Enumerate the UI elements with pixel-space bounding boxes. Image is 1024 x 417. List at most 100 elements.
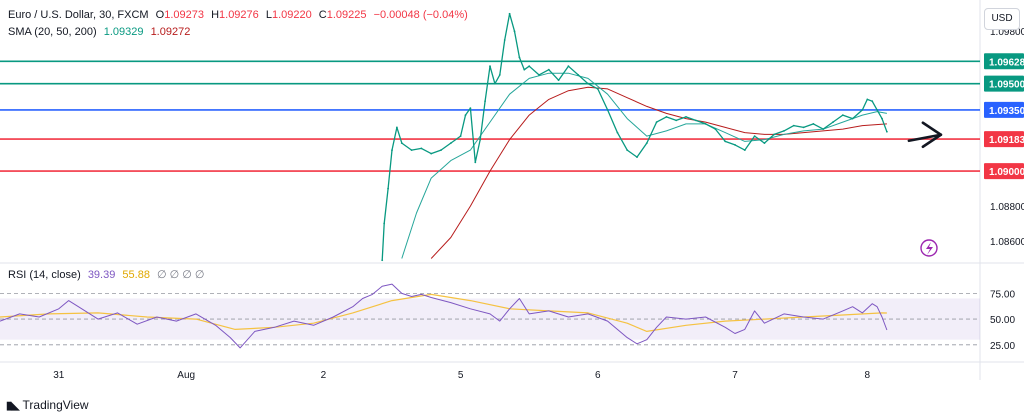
- price-point-33: [606, 108, 609, 111]
- price-point-3: [391, 149, 393, 152]
- lightning-icon[interactable]: [920, 239, 938, 257]
- price-point-35: [626, 149, 629, 152]
- price-point-39: [665, 115, 668, 118]
- sma-slow-value: 1.09272: [150, 26, 191, 38]
- level-label-bg-4: [984, 163, 1024, 180]
- price-point-36: [636, 156, 638, 159]
- price-point-21: [508, 12, 511, 15]
- high-value: 1.09276: [219, 9, 259, 21]
- lightning-bolt: [926, 242, 933, 255]
- price-point-15: [479, 138, 482, 141]
- price-point-1: [383, 222, 386, 225]
- price-point-43: [704, 122, 707, 125]
- close-label: C: [318, 9, 327, 21]
- price-point-47: [743, 149, 746, 152]
- ohlc-legend: Euro / U.S. Dollar, 30, FXCM O1.09273 H1…: [8, 9, 472, 21]
- price-point-28: [557, 79, 560, 82]
- price-point-40: [675, 119, 678, 122]
- price-point-61: [871, 100, 874, 103]
- level-label-bg-2: [984, 101, 1024, 118]
- price-point-25: [528, 65, 531, 68]
- price-point-30: [577, 74, 580, 76]
- lightning-circle: [920, 239, 938, 257]
- price-point-62: [876, 108, 878, 111]
- currency-button[interactable]: USD: [984, 8, 1020, 30]
- price-point-7: [420, 147, 423, 150]
- sma-label[interactable]: SMA (20, 50, 200): [8, 26, 97, 38]
- price-point-11: [459, 135, 462, 138]
- sma-fast-value: 1.09329: [103, 26, 144, 38]
- time-tick-4: 6: [595, 370, 601, 381]
- price-point-12: [464, 114, 467, 117]
- rsi-label[interactable]: RSI (14, close): [8, 269, 81, 281]
- open-value: 1.09273: [164, 9, 204, 21]
- price-point-4: [396, 126, 398, 129]
- price-point-38: [655, 121, 658, 124]
- rsi-tick-0: 75.00: [990, 289, 1015, 300]
- sma-legend: SMA (20, 50, 200) 1.09329 1.09272: [8, 26, 194, 38]
- level-label-1: 1.09500: [989, 80, 1024, 91]
- level-label-bg-1: [984, 75, 1024, 92]
- price-tick-2: 1.08600: [990, 237, 1024, 248]
- tradingview-brand[interactable]: ▮◣ TradingView: [6, 398, 89, 412]
- price-point-55: [822, 128, 825, 131]
- price-point-18: [494, 82, 496, 85]
- time-tick-3: 5: [458, 370, 464, 381]
- price-line: [381, 13, 888, 261]
- time-tick-0: 31: [53, 370, 65, 381]
- rsi-tick-1: 50.00: [990, 315, 1015, 326]
- rsi-value: 39.39: [87, 269, 116, 281]
- price-point-5: [400, 142, 403, 145]
- price-point-51: [783, 129, 785, 132]
- rsi-legend: RSI (14, close) 39.39 55.88 ∅ ∅ ∅ ∅: [8, 268, 209, 281]
- price-point-9: [440, 149, 442, 152]
- sma-fast-line: [401, 72, 887, 259]
- time-tick-6: 8: [865, 370, 871, 381]
- change-value: −0.00048 (−0.04%): [373, 9, 468, 21]
- price-point-10: [449, 142, 452, 145]
- price-axis[interactable]: 1.09800 1.08800 1.08600 1.09628 1.09500 1.093…: [984, 27, 1024, 248]
- time-tick-5: 7: [732, 370, 738, 381]
- price-point-63: [881, 117, 883, 120]
- price-point-32: [596, 88, 599, 90]
- level-label-bg-3: [984, 131, 1024, 148]
- rsi-ma-value: 55.88: [122, 269, 150, 281]
- time-tick-1: Aug: [177, 370, 195, 381]
- time-axis[interactable]: 31 Aug 2 5 6 7 8: [53, 370, 870, 381]
- arrow-shaft: [907, 133, 943, 143]
- price-point-0: [381, 259, 384, 262]
- price-point-27: [547, 68, 550, 71]
- price-point-64: [886, 130, 888, 133]
- rsi-ma-line: [0, 293, 887, 332]
- high-label: H: [211, 9, 220, 21]
- rsi-extra-values: ∅ ∅ ∅ ∅: [157, 269, 205, 281]
- symbol-title[interactable]: Euro / U.S. Dollar, 30, FXCM: [8, 9, 149, 21]
- price-point-19: [498, 74, 501, 76]
- low-value: 1.09220: [271, 9, 312, 21]
- price-point-58: [851, 117, 854, 120]
- price-point-42: [694, 119, 697, 122]
- price-point-20: [503, 39, 506, 41]
- price-point-44: [714, 128, 717, 131]
- level-label-2: 1.09350: [989, 106, 1024, 117]
- price-point-2: [387, 187, 389, 190]
- price-point-52: [792, 124, 795, 127]
- price-series: [381, 12, 888, 262]
- price-point-49: [763, 142, 766, 145]
- price-point-34: [616, 131, 619, 134]
- tradingview-logo-icon: ▮◣: [6, 399, 19, 412]
- price-tick-1: 1.08800: [990, 202, 1024, 213]
- price-point-41: [685, 115, 687, 118]
- price-point-6: [410, 149, 413, 152]
- price-point-17: [489, 65, 491, 68]
- rsi-tick-2: 25.00: [990, 341, 1015, 352]
- rsi-line: [0, 283, 888, 349]
- price-point-50: [773, 133, 776, 136]
- price-point-59: [861, 108, 864, 111]
- price-point-60: [866, 98, 869, 101]
- price-point-16: [484, 100, 486, 103]
- price-point-8: [430, 152, 433, 155]
- price-point-31: [587, 82, 589, 85]
- price-point-14: [474, 161, 477, 164]
